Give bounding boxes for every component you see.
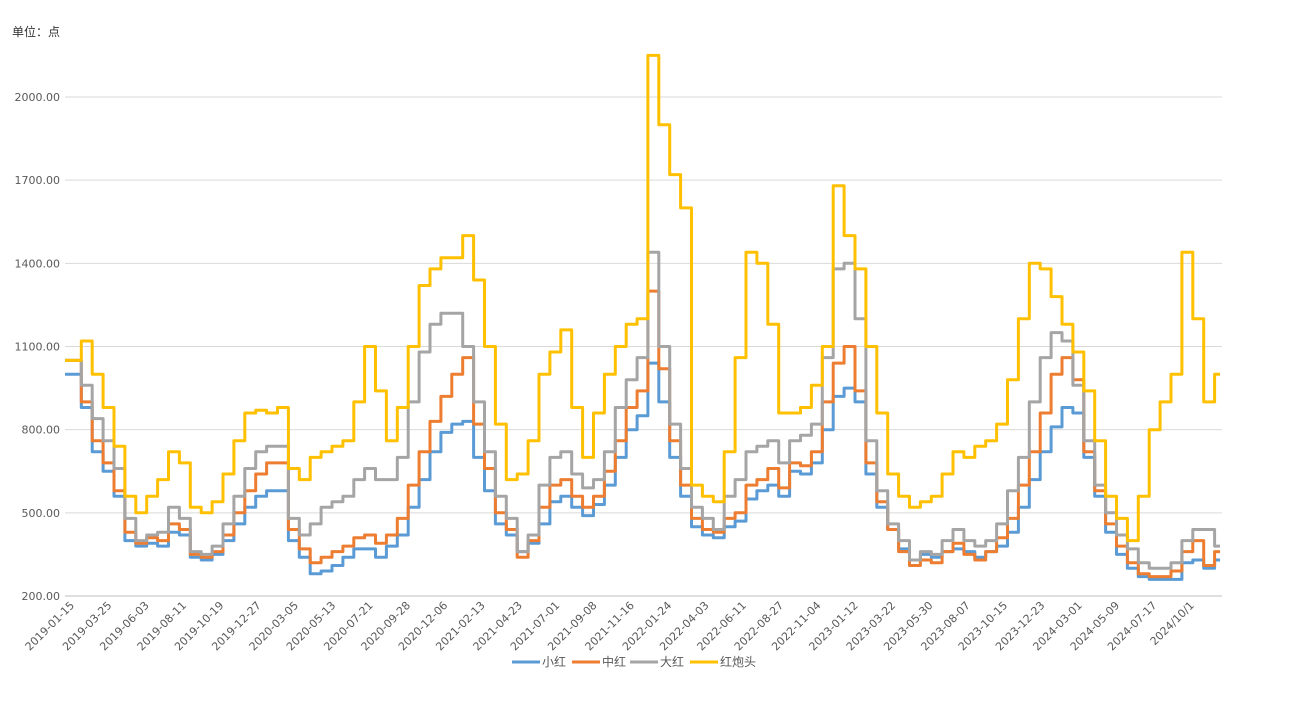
- y-tick-label: 500.00: [22, 507, 61, 520]
- series-line-小红: [65, 361, 1220, 581]
- series-line-大红: [65, 250, 1220, 570]
- legend: 小红 中红 大红 红炮头: [512, 654, 756, 669]
- series-line-中红: [65, 289, 1220, 579]
- unit-label: 单位：点: [12, 25, 61, 39]
- gridlines: [65, 96, 1222, 597]
- y-tick-label: 800.00: [22, 424, 61, 437]
- series-line-红炮头: [65, 53, 1220, 543]
- series-lines: [65, 53, 1220, 581]
- y-tick-label: 1100.00: [15, 341, 61, 354]
- y-tick-label: 1700.00: [15, 174, 61, 187]
- y-tick-label: 1400.00: [15, 257, 61, 270]
- y-axis-ticks: 2000.00 1700.00 1400.00 1100.00 800.00 500.00…: [15, 91, 61, 603]
- legend-label: 大红: [660, 654, 684, 669]
- x-axis-ticks: 2019-01-152019-03-252019-06-032019-08-11…: [23, 599, 1197, 653]
- y-tick-label: 200.00: [22, 590, 61, 603]
- legend-label: 中红: [602, 654, 626, 669]
- y-tick-label: 2000.00: [15, 91, 61, 104]
- legend-label: 小红: [542, 654, 566, 669]
- legend-label: 红炮头: [720, 654, 756, 669]
